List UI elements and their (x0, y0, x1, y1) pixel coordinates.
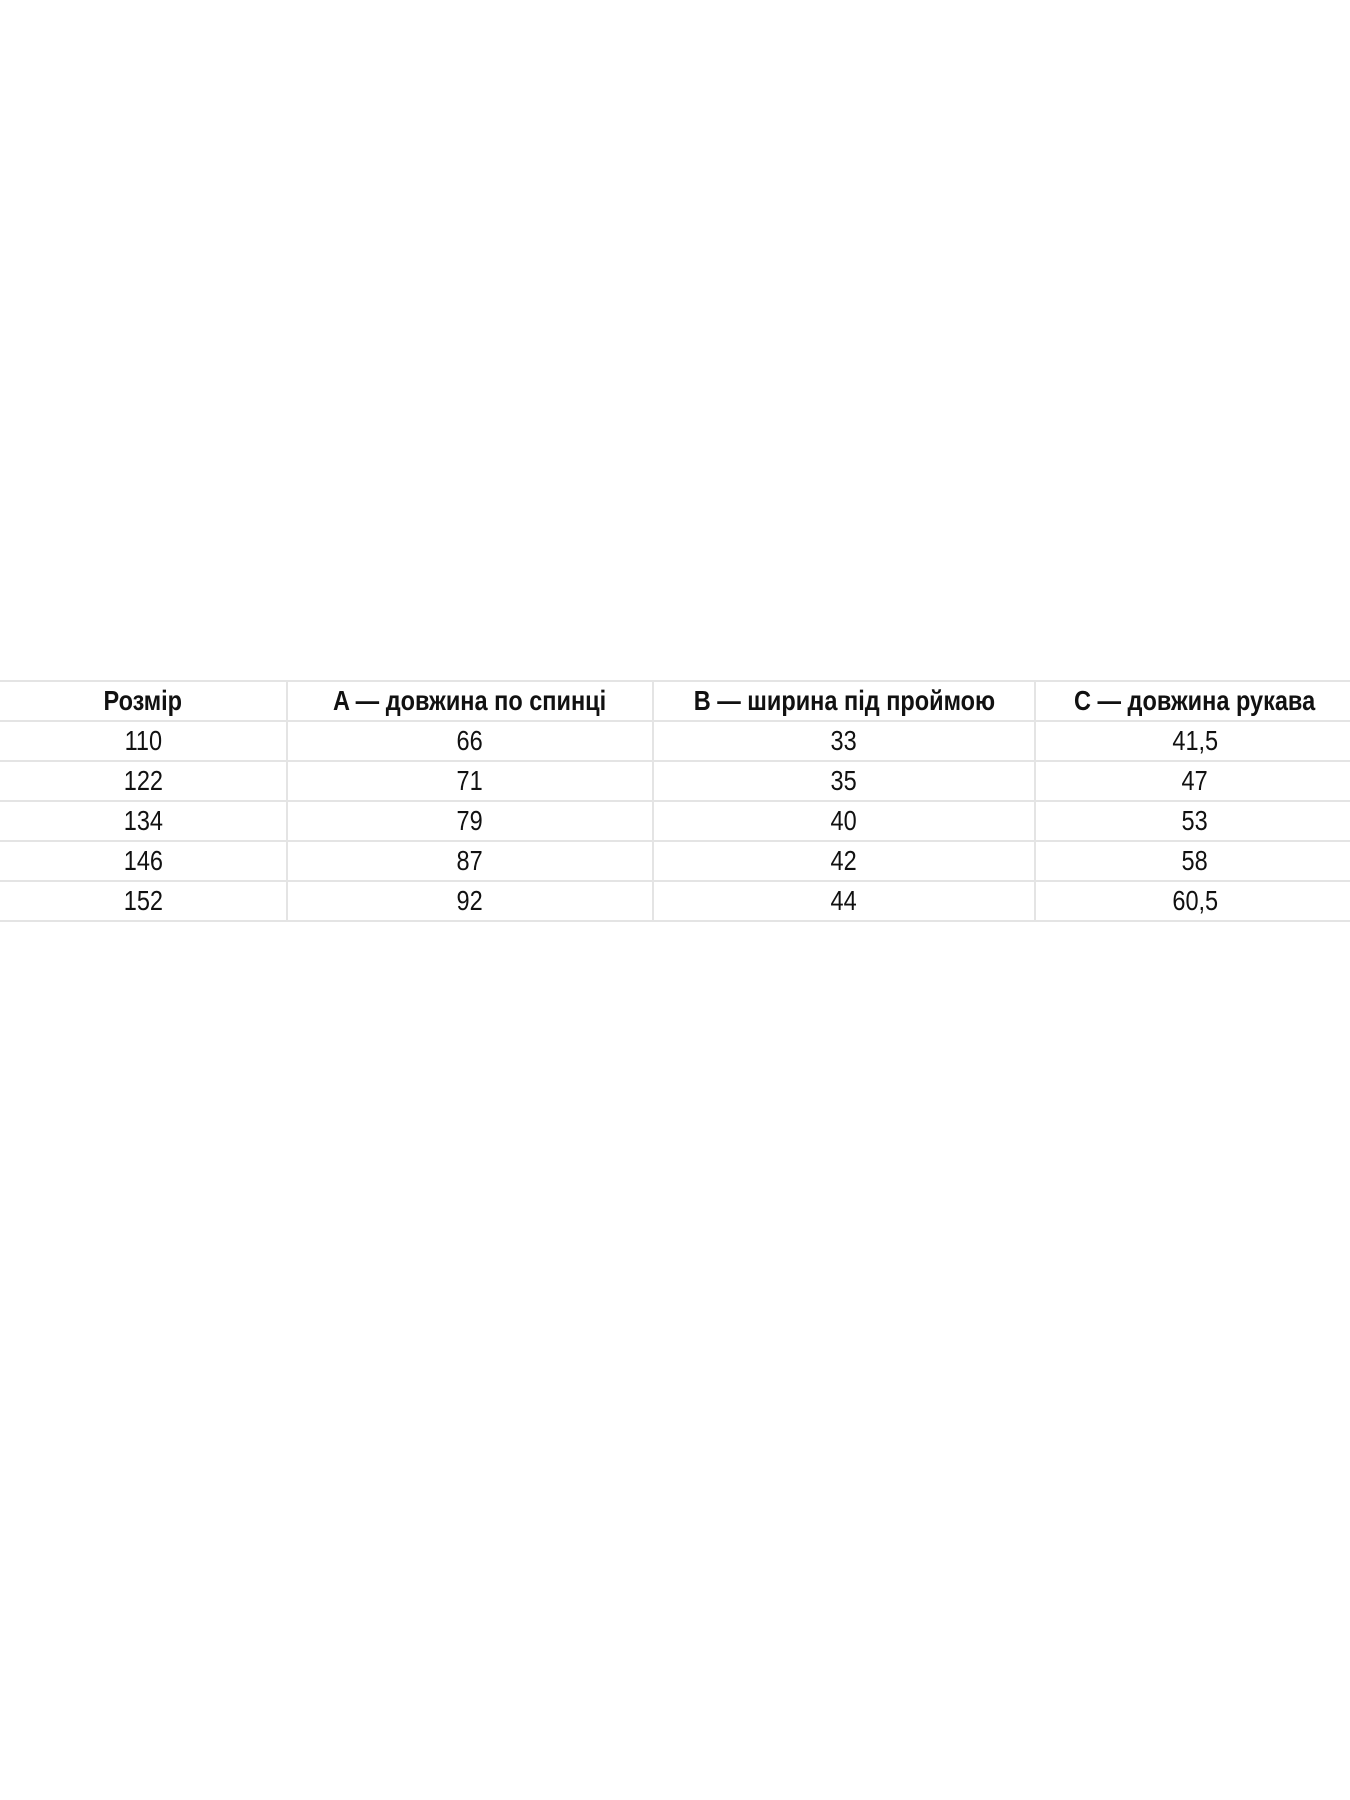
cell-back-length: 71 (286, 760, 654, 802)
cell-armhole-width: 44 (652, 880, 1036, 922)
cell-back-length: 66 (286, 720, 654, 762)
table-row: 110 66 33 41,5 (0, 720, 1350, 762)
cell-sleeve-length: 47 (1034, 760, 1350, 802)
table-row: 152 92 44 60,5 (0, 880, 1350, 922)
cell-armhole-width: 40 (652, 800, 1036, 842)
cell-size: 152 (0, 880, 288, 922)
header-back-length: A — довжина по спинці (286, 680, 654, 722)
header-armhole-width: B — ширина під проймою (652, 680, 1036, 722)
cell-sleeve-length: 41,5 (1034, 720, 1350, 762)
cell-armhole-width: 42 (652, 840, 1036, 882)
table-row: 122 71 35 47 (0, 760, 1350, 802)
cell-size: 122 (0, 760, 288, 802)
header-size: Розмір (0, 680, 288, 722)
table-row: 134 79 40 53 (0, 800, 1350, 842)
table-row: 146 87 42 58 (0, 840, 1350, 882)
cell-armhole-width: 33 (652, 720, 1036, 762)
cell-back-length: 79 (286, 800, 654, 842)
cell-back-length: 87 (286, 840, 654, 882)
size-chart-table: Розмір A — довжина по спинці B — ширина … (0, 680, 1350, 922)
cell-armhole-width: 35 (652, 760, 1036, 802)
cell-back-length: 92 (286, 880, 654, 922)
table-header-row: Розмір A — довжина по спинці B — ширина … (0, 680, 1350, 722)
cell-size: 110 (0, 720, 288, 762)
cell-sleeve-length: 53 (1034, 800, 1350, 842)
header-sleeve-length: C — довжина рукава (1034, 680, 1350, 722)
cell-sleeve-length: 58 (1034, 840, 1350, 882)
cell-size: 134 (0, 800, 288, 842)
cell-sleeve-length: 60,5 (1034, 880, 1350, 922)
cell-size: 146 (0, 840, 288, 882)
